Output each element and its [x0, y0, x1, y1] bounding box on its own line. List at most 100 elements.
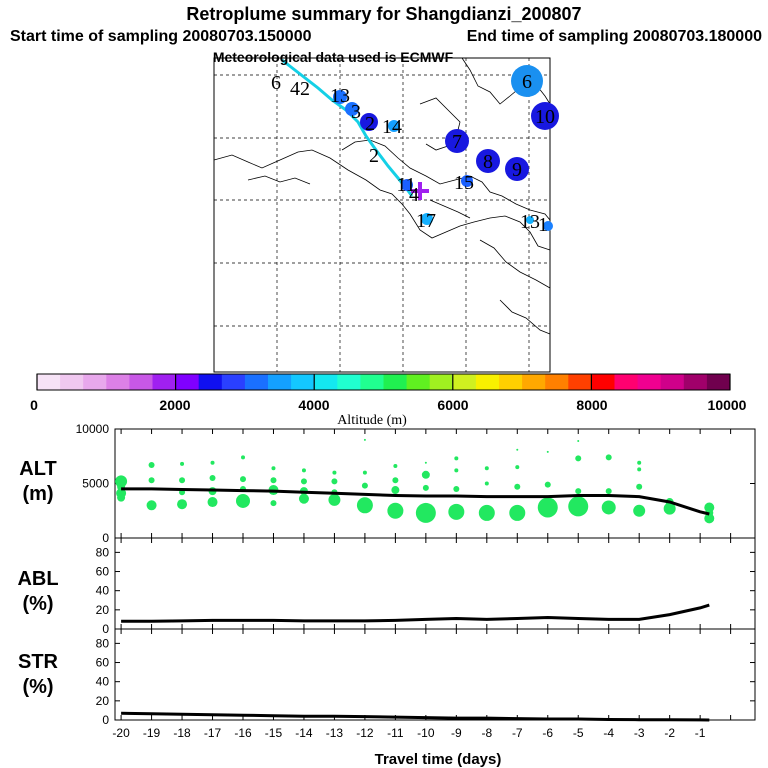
alt-plot: 0 5000 10000	[76, 422, 755, 545]
start-time-label: Start time of sampling 20080703.150000	[10, 28, 312, 45]
x-tick-label: -6	[542, 726, 553, 740]
alt-sample-point	[605, 488, 612, 495]
str-ylabel: STR	[18, 651, 59, 673]
colorbar-swatch	[60, 374, 84, 390]
alt-sample-point	[271, 466, 276, 471]
alt-sample-point	[478, 504, 495, 521]
alt-sample-point	[516, 448, 519, 451]
alt-sample-point	[421, 470, 430, 479]
colorbar-swatch	[568, 374, 592, 390]
alt-sample-point	[387, 502, 404, 519]
colorbar-swatch	[268, 374, 292, 390]
alt-sample-point	[575, 488, 582, 495]
end-time-label: End time of sampling 20080703.180000	[467, 28, 762, 45]
alt-sample-point	[577, 439, 580, 442]
cluster-circle	[505, 157, 529, 181]
abl-plot: 0 20 40 60 80	[96, 538, 755, 636]
alt-sample-point	[332, 470, 337, 475]
cluster-circle	[511, 65, 543, 97]
x-tick-label: -20	[112, 726, 130, 740]
alt-sample-point	[148, 461, 155, 468]
y-tick-label: 60	[96, 565, 110, 579]
colorbar-swatch	[499, 374, 523, 390]
y-tick-label: 40	[96, 675, 110, 689]
x-tick-label: -14	[295, 726, 313, 740]
y-tick-label: 80	[96, 636, 110, 650]
x-tick-label: -5	[573, 726, 584, 740]
colorbar-swatch	[198, 374, 223, 390]
alt-sample-point	[575, 455, 582, 462]
coastlines	[213, 57, 551, 335]
colorbar-swatch	[106, 374, 130, 390]
y-tick-label: 10000	[76, 422, 110, 436]
alt-sample-point	[424, 461, 427, 464]
cluster-label: 7	[452, 131, 462, 153]
str-line	[121, 711, 710, 722]
figure-title: Retroplume summary for Shangdianzi_20080…	[186, 4, 581, 24]
x-tick-label: -19	[143, 726, 161, 740]
alt-sample-point	[633, 504, 646, 517]
cluster-circle	[531, 102, 559, 130]
x-tick-label: -13	[326, 726, 344, 740]
colorbar-swatch	[637, 374, 662, 390]
colorbar-swatch	[244, 374, 269, 390]
alt-sample-point	[422, 484, 429, 491]
alt-sample-point	[356, 497, 373, 514]
alt-sample-point	[146, 500, 157, 511]
cluster-circle	[421, 213, 433, 225]
cluster-label: 15	[454, 172, 474, 194]
colorbar-tick-label: 4000	[298, 397, 329, 413]
cluster-label: 3	[351, 101, 361, 123]
alt-sample-point	[240, 476, 246, 483]
alt-sample-point	[362, 470, 367, 475]
cluster-label: 17	[416, 210, 436, 232]
cluster-label: 4	[409, 184, 419, 206]
x-tick-label: -2	[664, 726, 675, 740]
alt-sample-point	[328, 493, 341, 506]
alt-sample-point	[301, 468, 306, 473]
colorbar-swatch	[614, 374, 639, 390]
x-tick-label: -8	[481, 726, 492, 740]
cluster-label: 42	[290, 78, 310, 100]
alt-mean-line	[121, 487, 710, 516]
colorbar-swatch	[452, 374, 477, 390]
y-tick-label: 0	[102, 713, 109, 727]
alt-sample-point	[179, 477, 186, 484]
y-tick-label: 5000	[82, 477, 109, 491]
x-tick-label: -4	[603, 726, 614, 740]
cluster-label: 14	[382, 116, 402, 138]
alt-sample-point	[704, 513, 715, 524]
cluster-circle	[401, 179, 413, 191]
alt-sample-point	[546, 450, 549, 453]
map-gridlines	[214, 58, 550, 372]
cluster-label: 6	[522, 71, 532, 93]
alt-sample-point	[454, 456, 459, 461]
cluster-label: 2	[369, 145, 379, 167]
x-tick-label: -17	[204, 726, 222, 740]
cluster-label: 8	[483, 151, 493, 173]
alt-sample-point	[210, 460, 215, 465]
colorbar-swatch	[337, 374, 361, 390]
alt-sample-point	[391, 486, 400, 495]
str-ylabel-unit: (%)	[22, 676, 53, 698]
alt-sample-point	[241, 455, 245, 460]
cluster-circle	[360, 113, 378, 131]
met-data-label: Meteorological data used is ECMWF	[213, 49, 454, 65]
cluster-circle	[345, 102, 359, 116]
alt-sample-point	[117, 493, 126, 502]
x-tick-label: -15	[265, 726, 283, 740]
alt-sample-point	[392, 477, 399, 484]
colorbar-tick-label: 8000	[576, 397, 607, 413]
alt-sample-point	[514, 483, 521, 490]
trajectory-line	[281, 58, 414, 197]
y-tick-label: 20	[96, 694, 110, 708]
colorbar-swatch	[221, 374, 246, 390]
cluster-circle	[388, 120, 400, 132]
cluster-circle	[476, 149, 500, 173]
x-tick-label: -10	[417, 726, 435, 740]
alt-sample-point	[484, 481, 489, 486]
release-site-marker	[418, 182, 422, 200]
x-tick-label: -3	[634, 726, 645, 740]
colorbar-swatch	[383, 374, 408, 390]
